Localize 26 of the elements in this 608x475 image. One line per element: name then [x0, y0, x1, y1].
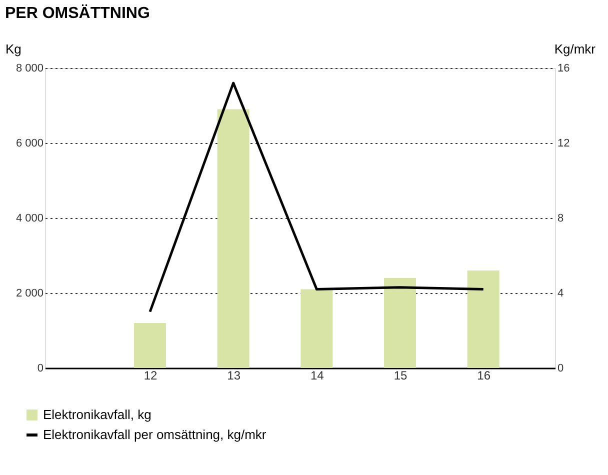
legend-label: Elektronikavfall, kg [43, 407, 152, 422]
y2-tick-label: 4 [558, 288, 564, 300]
y2-axis-title: Kg/mkr [554, 42, 596, 56]
x-tick-label: 14 [310, 368, 324, 382]
x-tick-label: 16 [477, 368, 491, 382]
y2-tick-label: 0 [558, 362, 564, 374]
line-series [148, 82, 485, 313]
bar [134, 323, 166, 368]
y2-tick-label: 8 [558, 212, 564, 224]
y-axis-title: Kg [6, 42, 22, 56]
bar [300, 289, 333, 368]
y-tick-label: 2 000 [16, 288, 44, 300]
y-tick-label: 0 [37, 362, 44, 374]
bar [217, 109, 250, 368]
legend-label: Elektronikavfall per omsättning, kg/mkr [43, 427, 267, 442]
y2-tick-label: 12 [558, 138, 570, 150]
chart-title: PER OMSÄTTNING [5, 4, 150, 22]
x-tick-label: 15 [394, 368, 408, 382]
bar [384, 278, 416, 368]
y2-tick-label: 16 [558, 62, 570, 74]
bar [467, 270, 500, 368]
x-tick-label: 12 [144, 368, 158, 382]
y-tick-label: 4 000 [16, 212, 44, 224]
x-tick-label: 13 [227, 368, 241, 382]
y-tick-label: 6 000 [16, 138, 44, 150]
y-tick-label: 8 000 [16, 62, 44, 74]
